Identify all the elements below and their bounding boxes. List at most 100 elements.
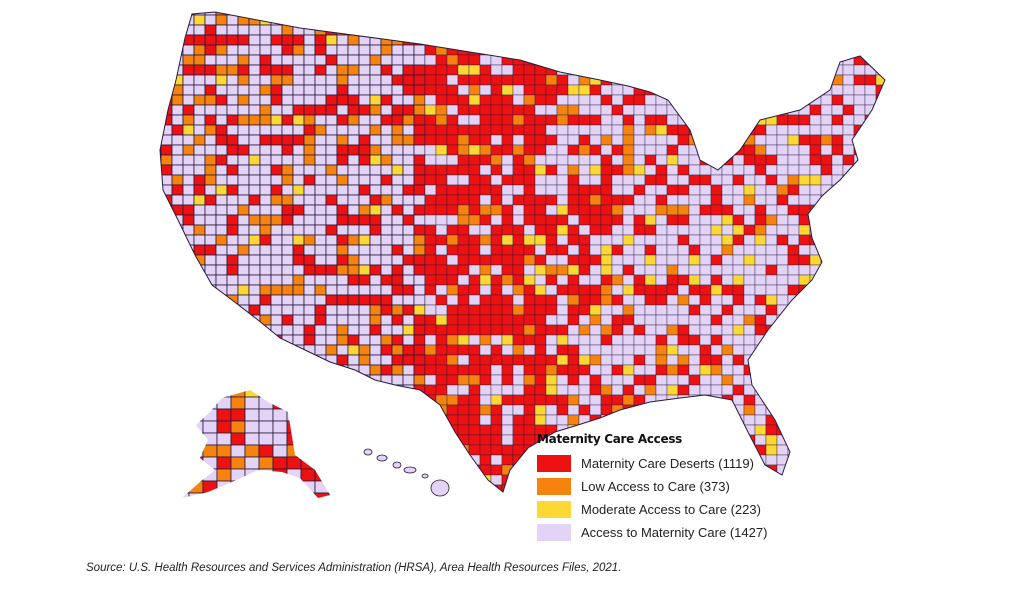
- county-cell: [281, 304, 294, 316]
- county-cell: [314, 432, 330, 446]
- county-cell: [842, 244, 855, 256]
- county-cell: [193, 34, 206, 46]
- county-cell: [567, 274, 580, 286]
- county-cell: [424, 124, 437, 136]
- county-cell: [666, 184, 679, 196]
- county-cell: [259, 214, 272, 226]
- county-cell: [501, 234, 514, 246]
- county-cell: [160, 324, 173, 336]
- county-cell: [710, 244, 723, 256]
- county-cell: [358, 274, 371, 286]
- county-cell: [710, 214, 723, 226]
- county-cell: [787, 94, 800, 106]
- county-cell: [435, 294, 448, 306]
- county-cell: [259, 34, 272, 46]
- county-cell: [160, 294, 162, 306]
- county-cell: [446, 454, 459, 466]
- county-cell: [864, 284, 877, 296]
- county-cell: [831, 184, 844, 196]
- source-note: Source: U.S. Health Resources and Servic…: [86, 562, 622, 574]
- county-cell: [413, 54, 426, 66]
- county-cell: [303, 174, 316, 186]
- county-cell: [887, 65, 898, 75]
- county-cell: [545, 184, 558, 196]
- county-cell: [328, 420, 330, 434]
- county-cell: [644, 104, 657, 116]
- county-cell: [512, 254, 525, 266]
- county-cell: [677, 324, 690, 336]
- county-cell: [644, 344, 657, 356]
- county-cell: [204, 74, 217, 86]
- county-cell: [204, 234, 217, 246]
- county-cell: [710, 34, 723, 46]
- county-cell: [237, 314, 250, 326]
- county-cell: [490, 24, 503, 36]
- county-cell: [281, 54, 294, 66]
- county-cell: [710, 324, 723, 336]
- county-cell: [347, 84, 360, 96]
- alaska-counties: [182, 390, 330, 498]
- county-cell: [699, 334, 712, 346]
- county-cell: [898, 325, 909, 335]
- county-cell: [688, 44, 701, 56]
- county-cell: [347, 344, 360, 356]
- county-cell: [567, 184, 580, 196]
- county-cell: [898, 455, 909, 465]
- county-cell: [182, 480, 190, 494]
- county-cell: [468, 84, 481, 96]
- county-cell: [644, 374, 657, 386]
- county-cell: [303, 404, 316, 416]
- county-cell: [721, 164, 734, 176]
- county-cell: [853, 44, 866, 56]
- county-cell: [864, 104, 877, 116]
- county-cell: [435, 344, 448, 356]
- county-cell: [160, 154, 162, 166]
- county-cell: [842, 154, 855, 166]
- county-cell: [765, 304, 778, 316]
- county-cell: [160, 364, 162, 376]
- county-cell: [776, 224, 789, 236]
- county-cell: [655, 24, 668, 36]
- county-cell: [501, 404, 514, 416]
- county-cell: [204, 84, 217, 96]
- county-cell: [160, 164, 173, 176]
- county-cell: [589, 314, 602, 326]
- county-cell: [798, 124, 811, 136]
- county-cell: [655, 304, 668, 316]
- county-cell: [820, 404, 833, 416]
- county-cell: [314, 364, 327, 376]
- county-cell: [831, 12, 844, 16]
- county-cell: [622, 54, 635, 66]
- county-cell: [468, 54, 481, 66]
- county-cell: [182, 474, 195, 486]
- county-cell: [512, 414, 525, 426]
- county-cell: [512, 324, 525, 336]
- county-cell: [589, 194, 602, 206]
- county-cell: [160, 204, 173, 216]
- county-cell: [787, 334, 800, 346]
- county-cell: [160, 64, 162, 76]
- county-cell: [380, 434, 393, 446]
- county-cell: [160, 414, 173, 426]
- county-cell: [226, 204, 239, 216]
- county-cell: [644, 314, 657, 326]
- county-cell: [898, 475, 909, 485]
- county-cell: [743, 34, 756, 46]
- county-cell: [831, 454, 844, 466]
- county-cell: [347, 24, 360, 36]
- county-cell: [732, 184, 745, 196]
- county-cell: [732, 94, 745, 106]
- county-cell: [369, 214, 382, 226]
- county-cell: [226, 244, 239, 256]
- county-cell: [534, 104, 547, 116]
- county-cell: [501, 34, 514, 46]
- county-cell: [743, 64, 756, 76]
- county-cell: [567, 144, 580, 156]
- county-cell: [732, 24, 745, 36]
- county-cell: [534, 184, 547, 196]
- county-cell: [721, 334, 734, 346]
- county-cell: [776, 214, 789, 226]
- county-cell: [721, 54, 734, 66]
- county-cell: [887, 125, 898, 135]
- county-cell: [286, 444, 302, 458]
